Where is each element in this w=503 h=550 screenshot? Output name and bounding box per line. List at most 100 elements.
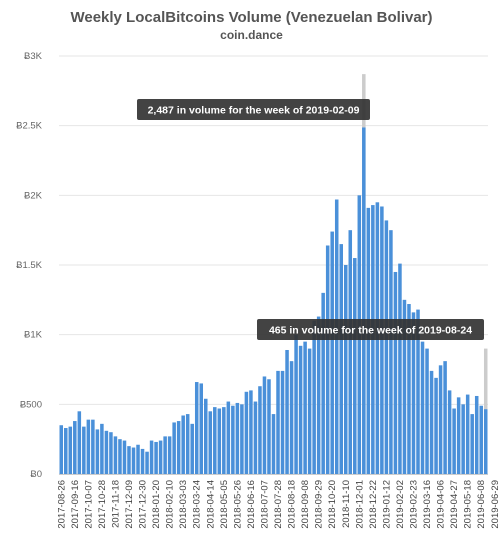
bar[interactable]: [411, 312, 416, 474]
bar[interactable]: [59, 425, 64, 474]
bar[interactable]: [343, 265, 348, 474]
bar[interactable]: [64, 428, 68, 474]
bar[interactable]: [366, 207, 371, 474]
bar[interactable]: [362, 127, 366, 474]
bar[interactable]: [443, 361, 447, 474]
bar[interactable]: [204, 398, 208, 474]
bar[interactable]: [82, 426, 86, 474]
bar[interactable]: [91, 419, 95, 474]
bar[interactable]: [294, 334, 298, 474]
bar[interactable]: [393, 271, 398, 474]
bar[interactable]: [213, 407, 217, 474]
bar[interactable]: [249, 390, 253, 474]
bar[interactable]: [289, 361, 294, 474]
tooltips: 2,487 in volume for the week of 2019-02-…: [137, 99, 484, 340]
x-tick-label: 2018-07-28: [273, 480, 284, 529]
bar[interactable]: [425, 348, 429, 474]
bar[interactable]: [271, 414, 276, 474]
bar[interactable]: [158, 440, 163, 474]
bar[interactable]: [267, 379, 271, 474]
bar[interactable]: [429, 370, 434, 474]
bar[interactable]: [222, 407, 226, 474]
bar[interactable]: [452, 408, 456, 474]
bar[interactable]: [420, 341, 425, 474]
bar[interactable]: [321, 292, 325, 474]
bar[interactable]: [298, 345, 303, 474]
bar[interactable]: [474, 395, 479, 474]
bar[interactable]: [217, 408, 222, 474]
x-tick-label: 2017-10-07: [83, 480, 94, 529]
bar[interactable]: [109, 432, 113, 474]
bar[interactable]: [353, 258, 357, 474]
bar[interactable]: [330, 231, 334, 474]
bar[interactable]: [348, 230, 353, 474]
bar[interactable]: [240, 404, 244, 474]
bar[interactable]: [483, 409, 488, 474]
x-tick-label: 2018-05-26: [232, 480, 243, 529]
bar[interactable]: [402, 299, 407, 474]
bar[interactable]: [190, 423, 194, 474]
bar[interactable]: [145, 451, 149, 474]
bar[interactable]: [479, 405, 483, 474]
bar[interactable]: [280, 370, 285, 474]
bar[interactable]: [181, 415, 185, 474]
bar[interactable]: [100, 423, 104, 474]
bar[interactable]: [258, 386, 262, 474]
bar[interactable]: [380, 206, 384, 475]
bar[interactable]: [140, 448, 145, 474]
bar[interactable]: [176, 421, 181, 474]
bar[interactable]: [95, 429, 100, 474]
x-tick-label: 2018-01-20: [151, 480, 162, 529]
bar[interactable]: [456, 397, 461, 474]
bar[interactable]: [122, 440, 127, 474]
bar[interactable]: [68, 426, 73, 474]
bar[interactable]: [316, 316, 321, 474]
bar[interactable]: [172, 422, 176, 474]
bars: [59, 74, 488, 475]
bar[interactable]: [416, 309, 420, 474]
bar[interactable]: [226, 401, 231, 474]
bar[interactable]: [118, 439, 122, 474]
bar[interactable]: [262, 376, 267, 474]
bar[interactable]: [398, 263, 402, 474]
bar[interactable]: [384, 220, 389, 474]
bar[interactable]: [307, 348, 312, 474]
bar[interactable]: [127, 446, 131, 474]
bar[interactable]: [77, 411, 82, 474]
bar[interactable]: [104, 430, 109, 474]
bar[interactable]: [407, 304, 411, 474]
bar[interactable]: [434, 377, 438, 474]
bar[interactable]: [447, 390, 452, 474]
bar[interactable]: [231, 405, 235, 474]
bar[interactable]: [185, 414, 190, 474]
bar[interactable]: [154, 441, 158, 474]
bar[interactable]: [149, 440, 154, 474]
bar[interactable]: [253, 401, 258, 474]
bar[interactable]: [276, 370, 280, 474]
bar[interactable]: [461, 404, 465, 474]
bar[interactable]: [194, 382, 199, 474]
bar[interactable]: [86, 419, 91, 474]
bar[interactable]: [325, 245, 330, 474]
x-tick-label: 2018-06-16: [246, 480, 257, 529]
bar[interactable]: [235, 402, 240, 474]
bar[interactable]: [312, 320, 316, 474]
bar[interactable]: [73, 421, 77, 474]
bar[interactable]: [438, 365, 443, 474]
bar[interactable]: [208, 411, 213, 474]
bar[interactable]: [470, 414, 474, 474]
x-tick-label: 2019-03-16: [422, 480, 433, 529]
bar[interactable]: [285, 349, 289, 474]
bar[interactable]: [163, 436, 167, 474]
bar[interactable]: [244, 391, 249, 474]
bar[interactable]: [303, 341, 307, 474]
bar[interactable]: [136, 444, 140, 474]
bar[interactable]: [167, 436, 172, 474]
bar[interactable]: [339, 244, 343, 474]
bar[interactable]: [131, 447, 136, 474]
bar[interactable]: [389, 230, 393, 474]
bar[interactable]: [199, 383, 204, 474]
bar[interactable]: [113, 436, 118, 474]
bar[interactable]: [465, 394, 470, 474]
